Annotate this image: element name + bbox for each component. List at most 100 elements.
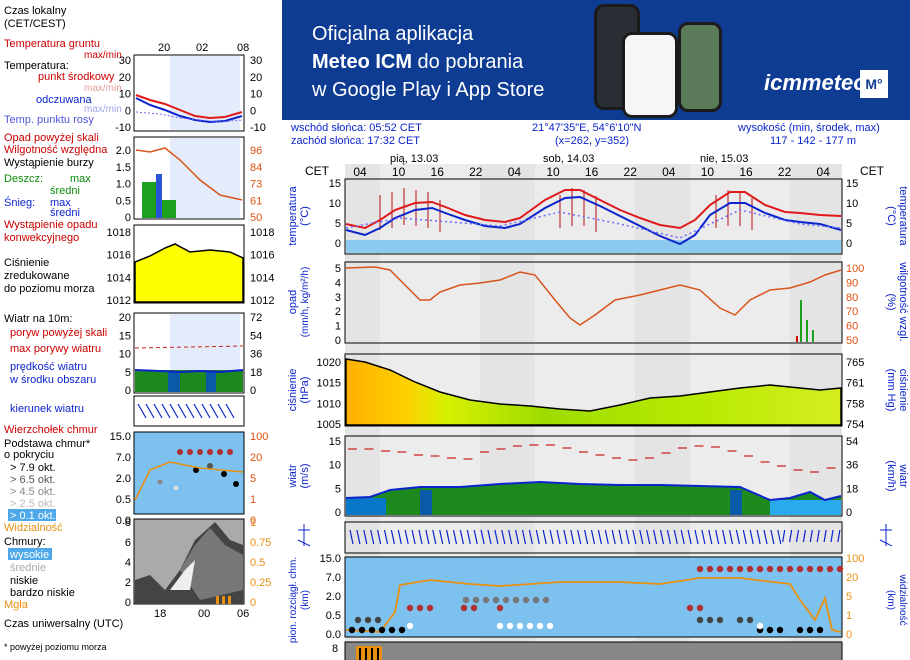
axis-tick-left: 2 (335, 306, 341, 318)
hum-axis-label: wilgotność wzgl. (897, 261, 909, 341)
cloud-dot (406, 604, 414, 612)
axis-tick-left: 1018 (107, 227, 131, 239)
axis-tick-left: 15 (119, 330, 131, 342)
compass-icon-right (879, 524, 893, 547)
legend-okta-1: > 7.9 okt. (10, 462, 56, 474)
legend-okta-2: > 6.5 okt. (10, 474, 56, 486)
axis-tick-left: 5 (335, 483, 341, 495)
hour-label: 16 (739, 165, 753, 179)
axis-tick-left: 2.0 (326, 591, 341, 603)
legend-maxmin: max/min (84, 83, 122, 94)
left-temp-ticks: 30 20 10 0 -10 30 20 10 0 -10 (115, 55, 266, 134)
left-pressure-ticks: 1018 1016 1014 1012 1018 1016 1014 1012 (107, 227, 275, 307)
axis-tick-right: 60 (846, 321, 858, 333)
legend-pressure-2: zredukowane (4, 270, 69, 282)
press-axis-label: ciśnienie (287, 369, 299, 412)
cloud-dot (836, 565, 844, 573)
legend-ground-maxmin: max/min (84, 50, 122, 61)
cloud-dot (512, 596, 520, 604)
axis-tick-right: 761 (846, 378, 864, 390)
sunrise: wschód słońca: 05:52 CET (291, 122, 422, 134)
cloud-dot (496, 604, 504, 612)
left-chart-frames (133, 54, 245, 605)
axis-tick-right: 100 (250, 431, 268, 443)
hour-label: 10 (392, 165, 406, 179)
axis-tick-right: 18 (846, 483, 858, 495)
axis-tick-left: 5 (125, 367, 131, 379)
hour-label: 04 (817, 165, 831, 179)
temp-min-line (345, 195, 842, 246)
legend-ground-temp: Temperatura gruntu (4, 38, 100, 50)
axis-tick-left: 10 (119, 89, 131, 101)
axis-tick-left: 4 (335, 277, 341, 289)
temp-max-line (345, 189, 842, 230)
legend-wind-title: Wiatr na 10m: (4, 313, 72, 325)
cloud-dot (492, 596, 500, 604)
legend-gust-over: poryw powyżej skali (10, 327, 107, 339)
axis-tick-right: 1014 (250, 272, 274, 284)
left-precip-bars (135, 147, 243, 218)
axis-tick-right: 36 (846, 460, 858, 472)
grid-point: (x=262, y=352) (555, 135, 629, 147)
axis-tick-left: 15.0 (110, 431, 131, 443)
axis-tick-left: 0.0 (326, 629, 341, 641)
wind-area (346, 482, 841, 515)
axis-tick-right: 0.25 (250, 577, 271, 589)
cloud-dot (526, 622, 534, 630)
cloud-dot (460, 604, 468, 612)
axis-tick-right: 20 (250, 452, 262, 464)
top-hour-1: 20 (158, 42, 170, 54)
cloud-dot (806, 626, 814, 634)
axis-tick-right: 61 (250, 195, 262, 207)
cloud-dot (368, 626, 376, 634)
legend-conv: Wystąpienie opadu (4, 219, 97, 231)
axis-tick-right: 84 (250, 162, 262, 174)
hour-label: 04 (662, 165, 676, 179)
legend-panel: Czas lokalny (CET/CEST) 20 02 08 Tempera… (4, 5, 275, 652)
pressure-panel (344, 353, 843, 427)
axis-tick-right: 30 (250, 55, 262, 67)
banner-line-1: Oficjalna aplikacja (312, 23, 474, 45)
axis-tick-right: 0 (250, 597, 256, 609)
temp-panel (344, 178, 843, 255)
precip-ticks: 5 4 3 2 1 0 100 90 80 70 60 50 (335, 263, 864, 347)
temp-axis-label: temperatura (287, 185, 299, 245)
cloud-dot (716, 616, 724, 624)
hour-label: 22 (778, 165, 792, 179)
axis-tick-right: 0.5 (250, 557, 265, 569)
legend-cloud-high: wysokie (9, 549, 49, 561)
legend-humidity: Wilgotność względna (4, 144, 108, 156)
cloud-dot (736, 565, 744, 573)
left-wind-area (134, 345, 244, 392)
axis-tick-right: 100 (846, 263, 864, 275)
wind-axis-unit: (m/s) (299, 463, 311, 488)
legend-wind-area: w środku obszaru (9, 374, 96, 386)
axis-tick-left: 8 (125, 517, 131, 529)
cloud-dot (536, 622, 544, 630)
cloud-dot (348, 626, 356, 634)
cloud-dot (388, 626, 396, 634)
promo-banner[interactable]: Oficjalna aplikacja Meteo ICM do pobrani… (282, 0, 910, 120)
cloud-dot (416, 604, 424, 612)
temp-axis-unit-right: (°C) (885, 206, 897, 226)
visibility-line (345, 577, 842, 633)
banner-line-2: Meteo ICM do pobrania (312, 51, 524, 73)
cloud-dot (506, 622, 514, 630)
cloud-dot (364, 616, 372, 624)
axis-tick-right: 1 (846, 610, 852, 622)
axis-tick-left: 10 (329, 198, 341, 210)
hour-label: 22 (469, 165, 483, 179)
legend-utc: Czas uniwersalny (UTC) (4, 618, 123, 630)
compass-icon-left (297, 524, 311, 547)
cloud-dot (806, 565, 814, 573)
axis-tick-left: 10 (119, 349, 131, 361)
dew-line (345, 209, 842, 239)
cloud-dot (706, 616, 714, 624)
legend-clouds-title: Chmury: (4, 536, 46, 548)
cloud-dot (532, 596, 540, 604)
cloud-dot (766, 626, 774, 634)
legend-over-scale: Opad powyżej skali (4, 132, 99, 144)
axis-tick-right: 1 (250, 494, 256, 506)
hour-label: 22 (624, 165, 638, 179)
logo-badge: M° (860, 70, 888, 98)
